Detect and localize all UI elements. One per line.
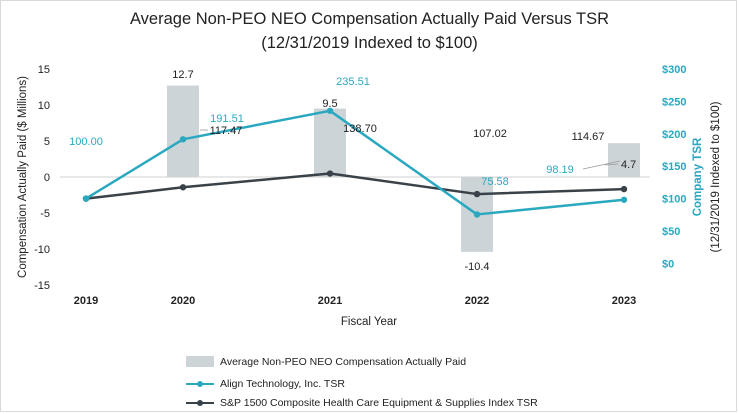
y2-tick-label: $100: [662, 194, 686, 206]
align-value-label: 75.58: [481, 176, 509, 188]
bar-value-label: 12.7: [172, 69, 193, 81]
legend-marker: [197, 400, 203, 406]
bar-value-label: 4.7: [621, 159, 636, 171]
callout-line: [582, 160, 621, 170]
chart-subtitle: (12/31/2019 Indexed to $100): [261, 34, 478, 52]
y2-tick-label: $200: [662, 129, 686, 141]
y-tick-label: 5: [44, 136, 50, 148]
callout-line: [604, 163, 619, 166]
bar-2023: [608, 143, 640, 177]
y-tick-label: 15: [38, 64, 50, 76]
align-value-label: 98.19: [546, 164, 574, 176]
sp1500-value-label: 138.70: [343, 123, 377, 135]
legend-label: Average Non-PEO NEO Compensation Actuall…: [220, 356, 467, 368]
align-value-label: 100.00: [69, 136, 103, 148]
y2-tick-label: $50: [662, 226, 680, 238]
x-tick-label: 2023: [612, 295, 636, 307]
sp1500-value-label: 107.02: [473, 128, 507, 140]
y-tick-label: -15: [34, 280, 50, 292]
x-tick-label: 2022: [465, 295, 489, 307]
x-tick-label: 2019: [74, 295, 98, 307]
sp1500-point-2022: [473, 190, 481, 198]
x-axis-title: Fiscal Year: [341, 316, 397, 328]
sp1500-value-label: 117.47: [210, 125, 243, 137]
x-tick-label: 2020: [171, 295, 195, 307]
legend-label: Align Technology, Inc. TSR: [220, 378, 345, 390]
y2-axis-title: Company TSR: [692, 137, 704, 216]
y2-tick-label: $150: [662, 161, 686, 173]
align-point-2019: [82, 195, 90, 202]
y2-axis-subtitle: (12/31/2019 Indexed to $100): [710, 101, 722, 252]
align-point-2020: [179, 136, 187, 143]
y-axis-title: Compensation Actually Paid ($ Millions): [17, 76, 29, 278]
y-tick-label: -10: [34, 244, 50, 256]
bar-2021: [314, 108, 346, 177]
y2-tick-label: $0: [662, 258, 674, 270]
sp1500-value-label: 114.67: [572, 131, 605, 143]
bar-value-label: 9.5: [322, 98, 337, 110]
legend-marker: [197, 381, 203, 387]
sp1500-point-2020: [179, 184, 187, 191]
bar-value-label: -10.4: [464, 261, 489, 273]
legend-bar-swatch: [186, 356, 214, 367]
sp1500-point-2023: [620, 185, 628, 193]
align-point-2022: [473, 211, 481, 218]
sp1500-point-2021: [326, 170, 334, 177]
chart-title: Average Non-PEO NEO Compensation Actuall…: [129, 10, 610, 28]
legend-label: S&P 1500 Composite Health Care Equipment…: [220, 397, 538, 409]
align-value-label: 235.51: [336, 76, 370, 88]
y-tick-label: 10: [38, 100, 50, 112]
bar-2020: [167, 85, 199, 177]
y-tick-label: -5: [40, 208, 50, 220]
align-value-label: 191.51: [210, 113, 244, 125]
x-tick-label: 2021: [318, 295, 342, 307]
y-tick-label: 0: [44, 172, 50, 184]
y2-tick-label: $300: [662, 64, 686, 76]
align-point-2021: [326, 107, 334, 114]
align-point-2023: [620, 196, 628, 203]
y2-tick-label: $250: [662, 96, 686, 108]
